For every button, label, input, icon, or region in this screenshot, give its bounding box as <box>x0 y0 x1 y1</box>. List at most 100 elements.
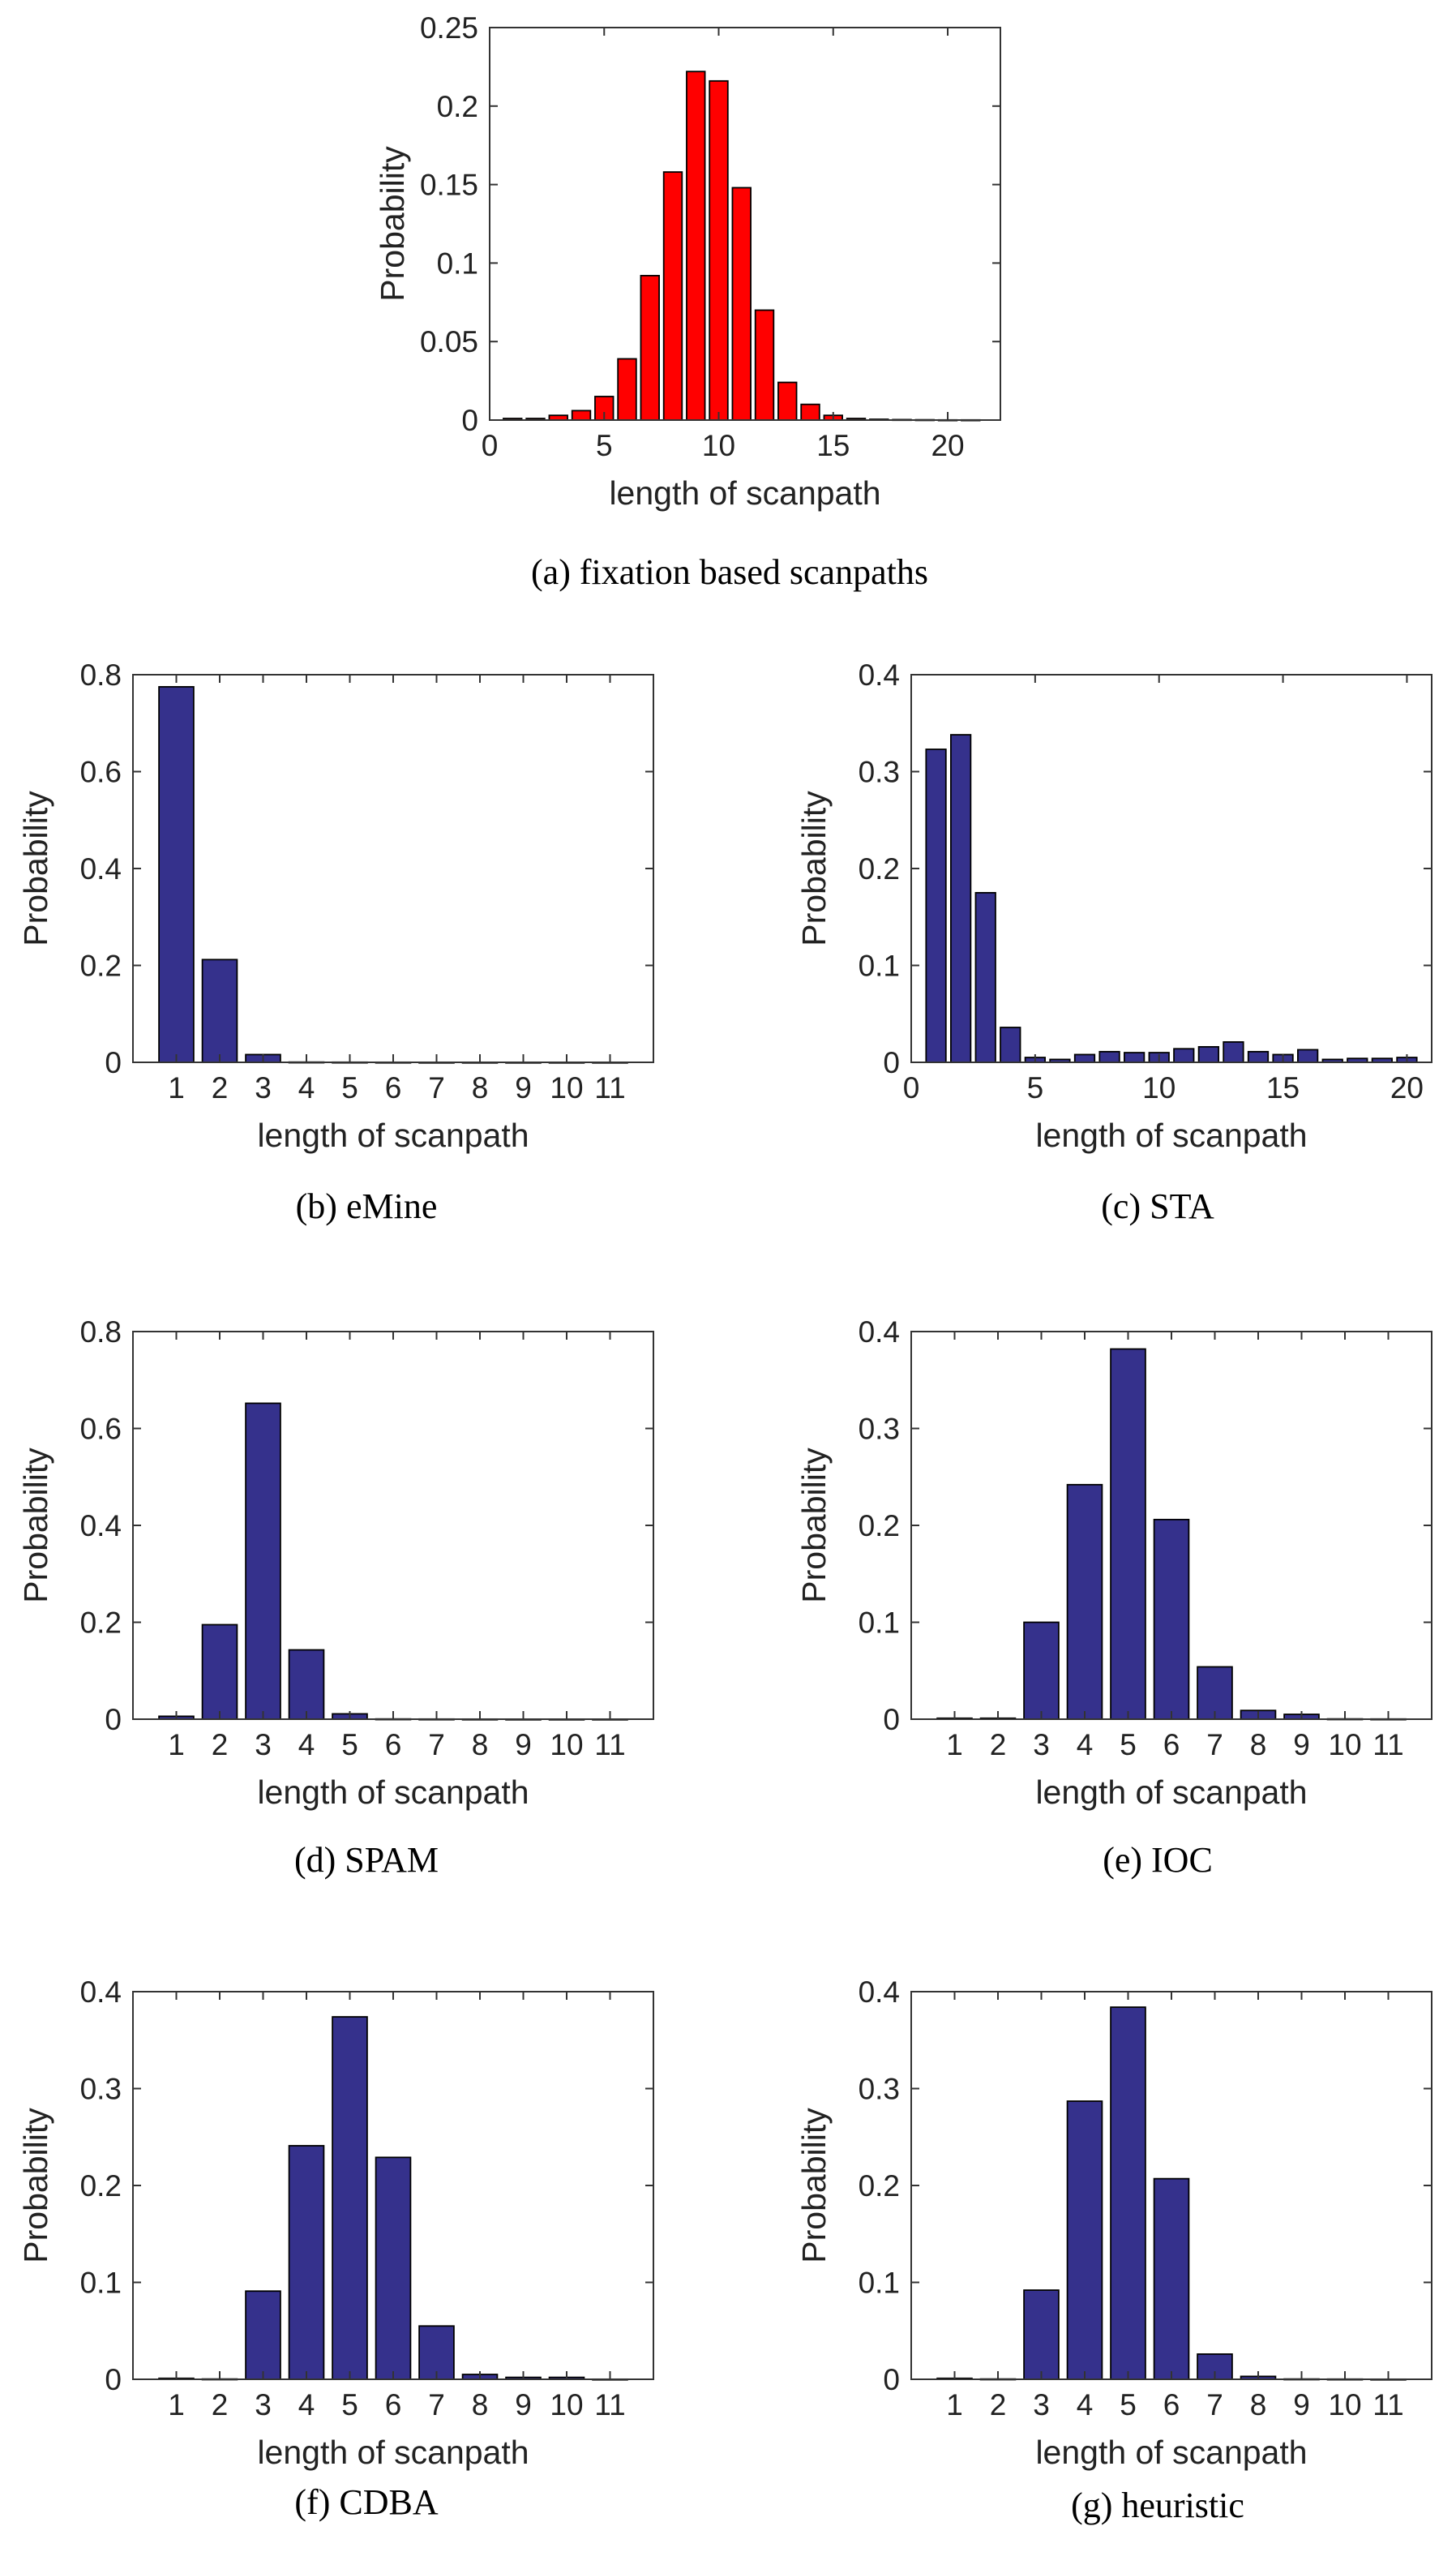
bar-a-7 <box>640 274 660 421</box>
ytick-label-e-1: 0.1 <box>859 1606 900 1640</box>
xtick-label-e-8: 8 <box>1250 1728 1267 1761</box>
xtick-label-g-7: 7 <box>1206 2388 1223 2421</box>
xtick-label-d-3: 3 <box>255 1728 272 1761</box>
ytick-label-g-0: 0 <box>883 2363 900 2396</box>
bar-c-4 <box>1000 1027 1021 1063</box>
ylabel-e: Probability <box>795 1448 833 1603</box>
bar-d-2 <box>201 1623 238 1720</box>
chart-d: 1 2 3 4 5 6 7 8 9 10 11 0 0.2 0.4 0.6 0.8 length of scan… <box>0 1315 662 1833</box>
chart-g: 1 2 3 4 5 6 7 8 9 10 11 0 0.1 0.2 0.3 0.4 length of scan… <box>773 1975 1440 2493</box>
xtick-label-g-6: 6 <box>1163 2388 1180 2421</box>
xtick-label-b-8: 8 <box>472 1071 489 1104</box>
caption-g: (g) heuristic <box>1071 2486 1244 2525</box>
xtick-label-g-11: 11 <box>1372 2388 1403 2421</box>
caption-a: (a) fixation based scanpaths <box>531 552 928 592</box>
xtick-label-b-10: 10 <box>550 1071 583 1104</box>
xtick-label-f-4: 4 <box>298 2388 315 2421</box>
bar-f-4 <box>288 2145 325 2380</box>
xtick-label-e-3: 3 <box>1033 1728 1050 1761</box>
ytick-label-g-3: 0.3 <box>859 2073 900 2106</box>
xtick-label-d-2: 2 <box>212 1728 229 1761</box>
ytick-label-a-2: 0.1 <box>437 247 478 280</box>
ytick-label-c-2: 0.2 <box>859 852 900 886</box>
bar-a-10 <box>709 79 729 421</box>
bar-a-13 <box>777 381 798 421</box>
xtick-label-f-6: 6 <box>385 2388 402 2421</box>
ytick-label-a-3: 0.15 <box>420 169 478 202</box>
xtick-label-e-1: 1 <box>946 1728 963 1761</box>
xtick-label-g-10: 10 <box>1328 2388 1361 2421</box>
ylabel-a: Probability <box>374 146 411 302</box>
chart-c-svg: 0 5 10 15 20 0 0.1 0.2 0.3 0.4 length of scanpath P… <box>795 658 1432 1154</box>
bar-c-9 <box>1124 1052 1146 1063</box>
xtick-label-d-7: 7 <box>428 1728 445 1761</box>
xtick-label-e-5: 5 <box>1120 1728 1137 1761</box>
xtick-label-b-5: 5 <box>341 1071 358 1104</box>
ytick-label-c-3: 0.3 <box>859 756 900 789</box>
chart-b-svg: 1 2 3 4 5 6 7 8 9 10 11 0 0.2 0.4 0.6 0.8 length of scan… <box>17 658 654 1154</box>
xtick-label-d-11: 11 <box>594 1728 625 1761</box>
xtick-label-c-15: 15 <box>1266 1071 1300 1104</box>
xtick-label-d-9: 9 <box>515 1728 532 1761</box>
ytick-label-d-0: 0 <box>105 1703 122 1736</box>
bar-e-5 <box>1110 1348 1146 1720</box>
xlabel-f: length of scanpath <box>257 2434 529 2471</box>
xlabel-e: length of scanpath <box>1035 1774 1307 1811</box>
xtick-label-b-3: 3 <box>255 1071 272 1104</box>
bar-f-7 <box>418 2325 455 2380</box>
xtick-label-f-7: 7 <box>428 2388 445 2421</box>
xtick-label-c-10: 10 <box>1142 1071 1176 1104</box>
xtick-label-a-15: 15 <box>816 429 850 462</box>
chart-a-svg: 0 5 10 15 20 0 0.05 0.1 0.15 0.2 0.25 length of sca… <box>374 11 1001 512</box>
chart-f-svg: 1 2 3 4 5 6 7 8 9 10 11 0 0.1 0.2 0.3 0.4 length of scan… <box>17 1975 654 2471</box>
ytick-label-a-5: 0.25 <box>420 11 478 45</box>
chart-d-svg: 1 2 3 4 5 6 7 8 9 10 11 0 0.2 0.4 0.6 0.8 length of scan… <box>17 1315 654 1811</box>
bar-c-7 <box>1073 1053 1096 1063</box>
xtick-label-d-6: 6 <box>385 1728 402 1761</box>
xtick-label-g-2: 2 <box>990 2388 1007 2421</box>
xtick-label-f-11: 11 <box>594 2388 625 2421</box>
xtick-label-b-6: 6 <box>385 1071 402 1104</box>
xtick-label-f-10: 10 <box>550 2388 583 2421</box>
ytick-label-f-0: 0 <box>105 2363 122 2396</box>
bar-g-4 <box>1066 2100 1103 2380</box>
xtick-label-g-1: 1 <box>946 2388 963 2421</box>
xtick-label-f-1: 1 <box>168 2388 185 2421</box>
xtick-label-d-1: 1 <box>168 1728 185 1761</box>
chart-e: 1 2 3 4 5 6 7 8 9 10 11 0 0.1 0.2 0.3 0.4 length of scan… <box>773 1315 1440 1833</box>
bar-g-5 <box>1110 2006 1146 2380</box>
xtick-label-d-4: 4 <box>298 1728 315 1761</box>
ylabel-f: Probability <box>17 2108 54 2263</box>
ytick-label-f-2: 0.2 <box>80 2169 122 2203</box>
ytick-label-a-4: 0.2 <box>437 90 478 123</box>
bar-a-12 <box>754 309 775 421</box>
xtick-label-b-4: 4 <box>298 1071 315 1104</box>
xtick-label-c-5: 5 <box>1027 1071 1044 1104</box>
xtick-label-g-4: 4 <box>1077 2388 1094 2421</box>
ytick-label-d-2: 0.4 <box>80 1509 122 1542</box>
xlabel-d: length of scanpath <box>257 1774 529 1811</box>
xlabel-a: length of scanpath <box>609 474 880 512</box>
caption-c: (c) STA <box>1101 1186 1214 1226</box>
xtick-label-e-2: 2 <box>990 1728 1007 1761</box>
ytick-label-c-0: 0 <box>883 1046 900 1079</box>
ytick-label-g-4: 0.4 <box>859 1975 900 2009</box>
ytick-label-g-2: 0.2 <box>859 2169 900 2203</box>
xtick-label-f-2: 2 <box>212 2388 229 2421</box>
xtick-label-g-8: 8 <box>1250 2388 1267 2421</box>
caption-f: (f) CDBA <box>294 2482 439 2522</box>
bar-c-11 <box>1173 1048 1195 1063</box>
xtick-label-g-9: 9 <box>1293 2388 1310 2421</box>
xtick-label-a-10: 10 <box>702 429 735 462</box>
xtick-label-d-8: 8 <box>472 1728 489 1761</box>
bar-e-6 <box>1153 1518 1190 1720</box>
xlabel-g: length of scanpath <box>1035 2434 1307 2471</box>
bar-a-4 <box>571 410 592 421</box>
xtick-label-c-0: 0 <box>903 1071 920 1104</box>
bar-c-8 <box>1098 1050 1120 1063</box>
ytick-label-d-1: 0.2 <box>80 1606 122 1640</box>
bar-c-2 <box>950 734 972 1063</box>
bar-a-11 <box>731 187 752 421</box>
ytick-label-c-4: 0.4 <box>859 658 900 692</box>
xtick-label-a-0: 0 <box>482 429 499 462</box>
